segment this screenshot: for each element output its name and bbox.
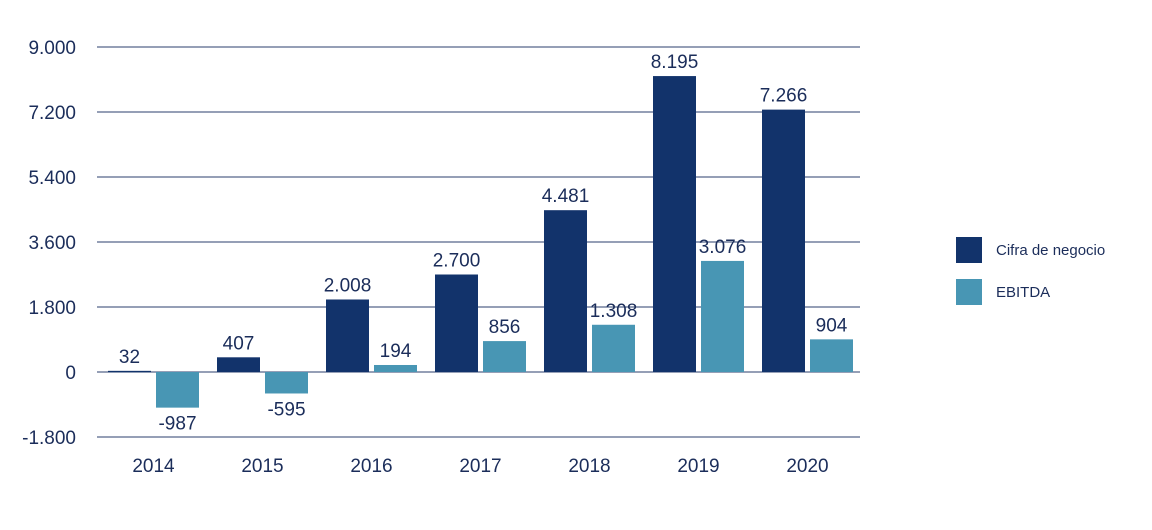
bar-ebitda-2018 bbox=[592, 324, 635, 372]
data-label: 1.308 bbox=[590, 301, 638, 322]
bar-cifra-2020 bbox=[762, 109, 805, 372]
legend-swatch-ebitda bbox=[956, 279, 982, 305]
legend-item-ebitda: EBITDA bbox=[956, 278, 1105, 306]
legend: Cifra de negocio EBITDA bbox=[956, 236, 1105, 320]
data-label: 3.076 bbox=[699, 237, 747, 258]
data-label: 904 bbox=[816, 315, 848, 336]
x-tick-label: 2019 bbox=[677, 456, 719, 477]
y-tick-label: 0 bbox=[65, 363, 76, 384]
bar-cifra-2014 bbox=[108, 370, 151, 373]
data-label: 32 bbox=[119, 347, 140, 368]
x-tick-label: 2018 bbox=[568, 456, 610, 477]
y-tick-label: 7.200 bbox=[28, 103, 76, 124]
data-label: 194 bbox=[380, 341, 412, 362]
bar-ebitda-2017 bbox=[483, 341, 526, 372]
bar-cifra-2016 bbox=[326, 299, 369, 372]
x-tick-label: 2017 bbox=[459, 456, 501, 477]
x-tick-label: 2015 bbox=[241, 456, 283, 477]
data-label: 7.266 bbox=[760, 86, 808, 107]
bar-cifra-2019 bbox=[653, 76, 696, 372]
data-label: 407 bbox=[223, 333, 255, 354]
data-label: 4.481 bbox=[542, 186, 590, 207]
legend-item-cifra: Cifra de negocio bbox=[956, 236, 1105, 264]
data-label: 2.700 bbox=[433, 251, 481, 272]
data-label: -987 bbox=[158, 414, 196, 435]
x-tick-label: 2014 bbox=[132, 456, 175, 477]
y-axis: 9.000 7.200 5.400 3.600 1.800 0 -1.800 bbox=[22, 38, 76, 449]
data-label: 856 bbox=[489, 317, 521, 338]
bar-ebitda-2020 bbox=[810, 339, 853, 372]
x-axis: 2014 2015 2016 2017 2018 2019 2020 bbox=[132, 456, 828, 477]
x-tick-label: 2016 bbox=[350, 456, 392, 477]
bar-cifra-2018 bbox=[544, 210, 587, 372]
y-tick-label: 9.000 bbox=[28, 38, 76, 59]
bar-cifra-2015 bbox=[217, 357, 260, 372]
data-label: 8.195 bbox=[651, 52, 699, 73]
legend-label-ebitda: EBITDA bbox=[996, 283, 1051, 301]
bar-ebitda-2019 bbox=[701, 260, 744, 372]
bars bbox=[108, 76, 853, 408]
y-tick-label: -1.800 bbox=[22, 428, 76, 449]
bar-cifra-2017 bbox=[435, 274, 478, 372]
legend-label-cifra: Cifra de negocio bbox=[996, 241, 1106, 259]
bar-ebitda-2014 bbox=[156, 372, 199, 408]
data-label: 2.008 bbox=[324, 275, 372, 296]
bar-ebitda-2015 bbox=[265, 372, 308, 394]
bar-ebitda-2016 bbox=[374, 364, 417, 372]
x-tick-label: 2020 bbox=[786, 456, 828, 477]
legend-swatch-cifra bbox=[956, 237, 982, 263]
y-tick-label: 3.600 bbox=[28, 233, 76, 254]
y-tick-label: 1.800 bbox=[28, 298, 76, 319]
data-label: -595 bbox=[267, 399, 305, 420]
data-labels: 32 -987 407 -595 2.008 194 2.700 856 4.481 1.308 8… bbox=[119, 52, 848, 435]
y-tick-label: 5.400 bbox=[28, 168, 76, 189]
